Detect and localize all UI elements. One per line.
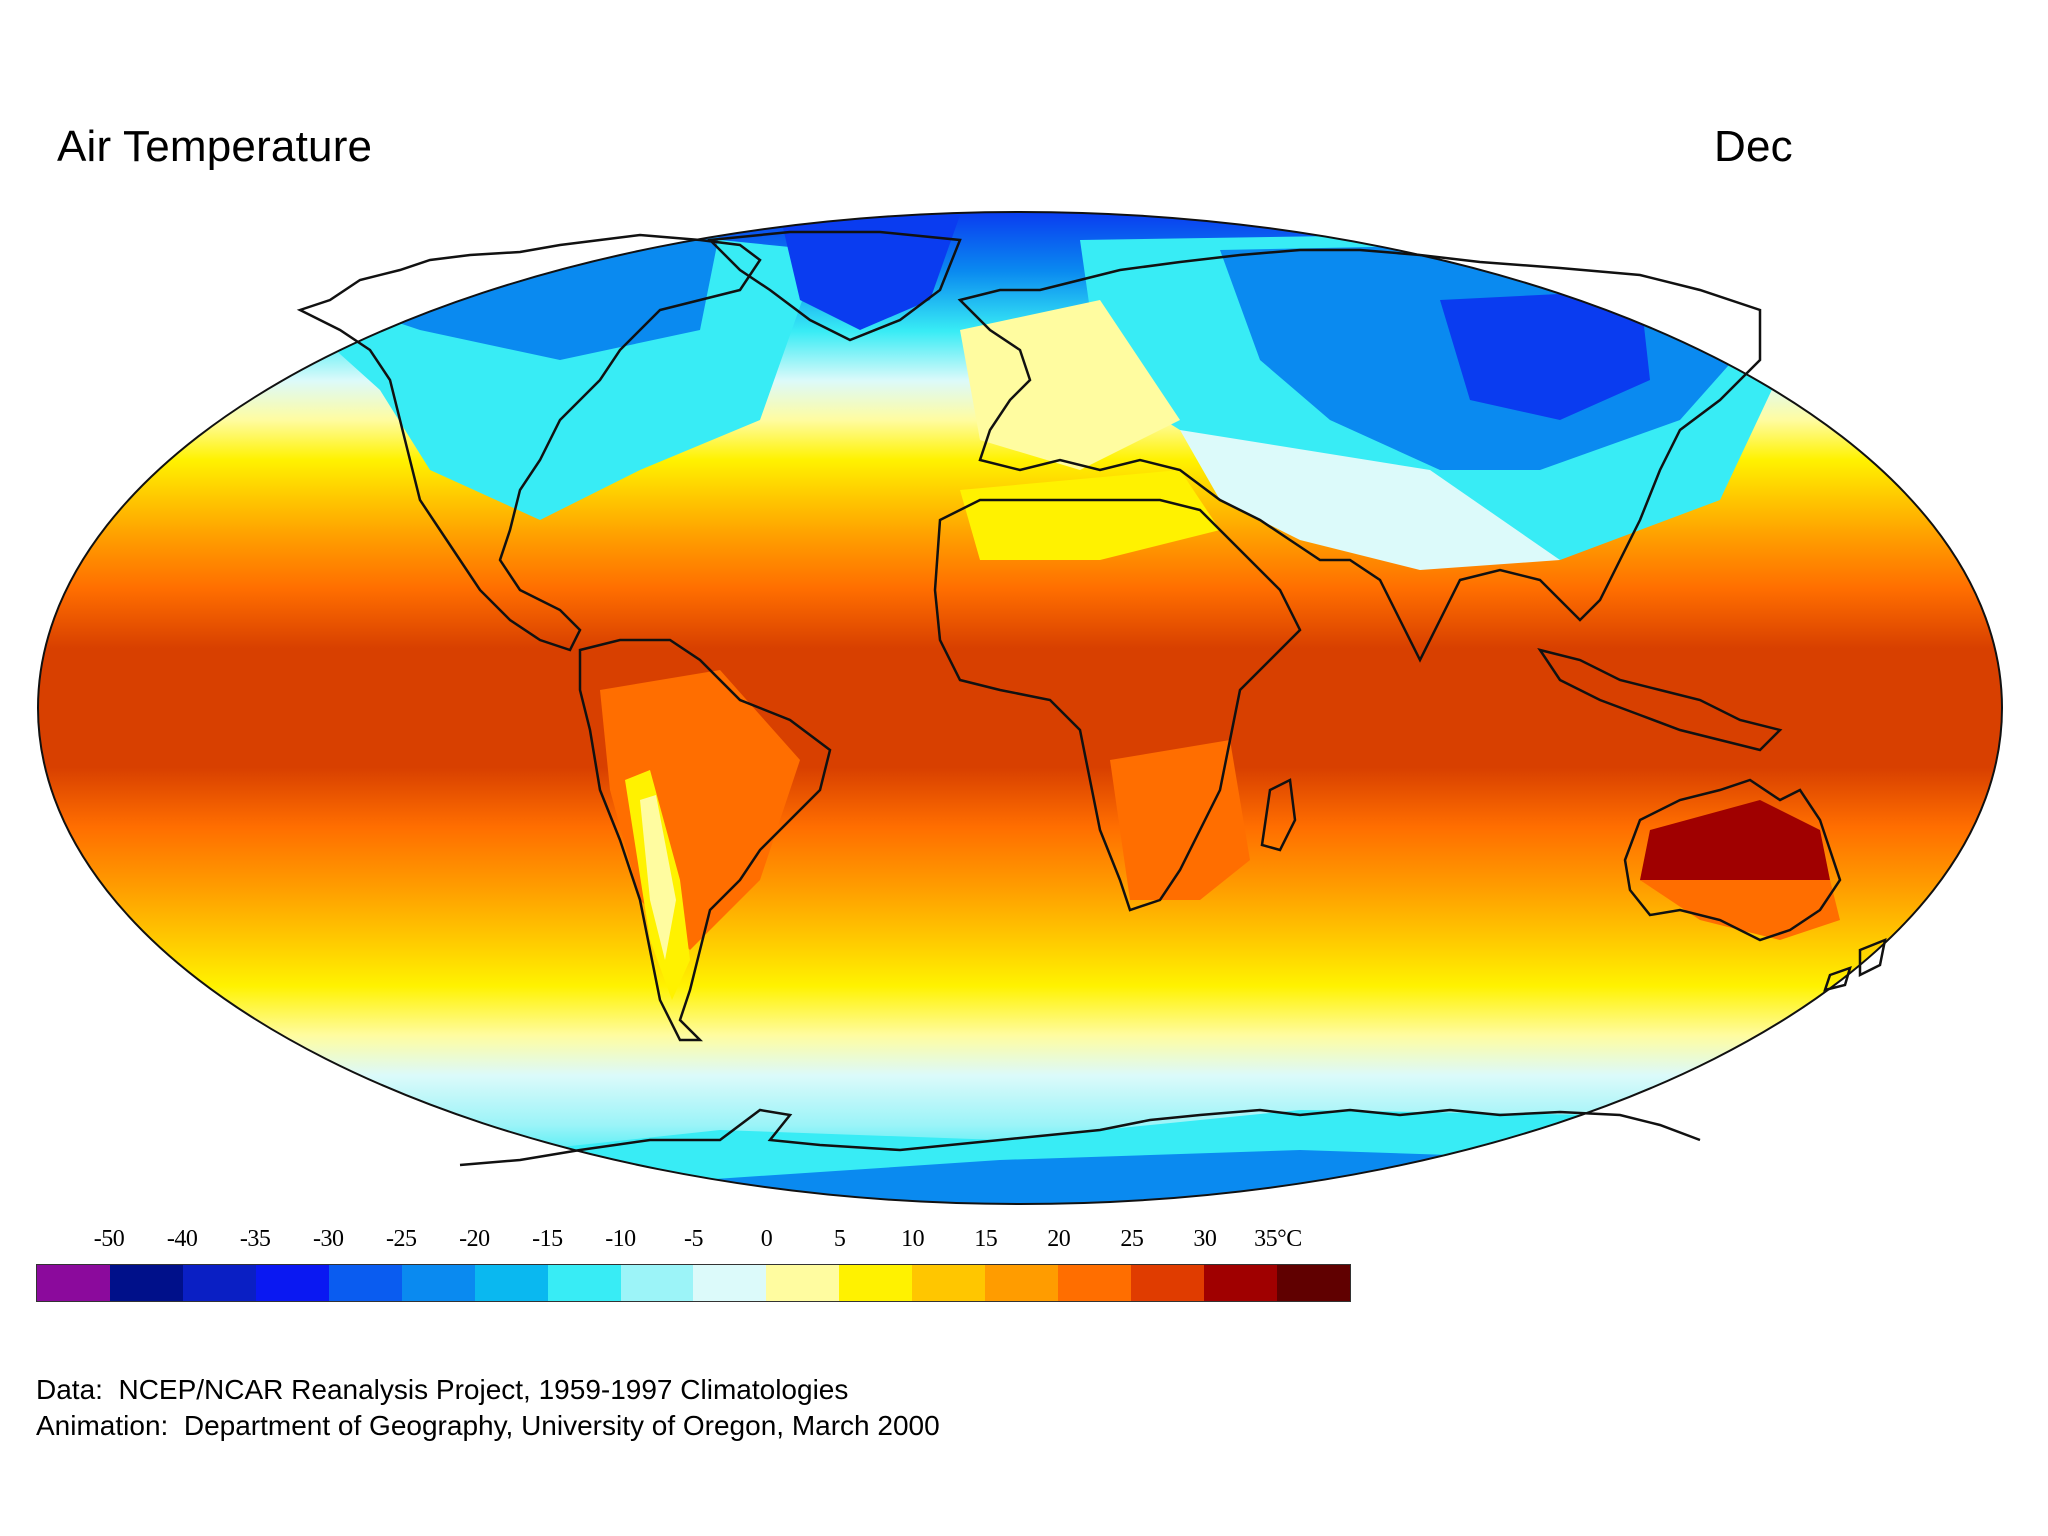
greenland-deep-cold [780, 215, 960, 330]
legend-tick-label: 20 [1047, 1226, 1071, 1252]
north-africa-warm [960, 470, 1220, 560]
legend-tick-label: 0 [760, 1226, 773, 1252]
legend-swatch [693, 1265, 767, 1301]
legend-swatch [1131, 1265, 1204, 1301]
legend-swatch [328, 1265, 402, 1301]
eurasia-coastline [957, 248, 1762, 663]
central-asia-cool [1180, 430, 1560, 570]
legend-tick-label: 5 [833, 1226, 846, 1252]
legend-swatch [1276, 1265, 1350, 1301]
legend-tick-label: -25 [386, 1226, 417, 1252]
europe-mild-zone [960, 300, 1180, 470]
legend-swatch [474, 1265, 548, 1301]
legend-swatch [182, 1265, 256, 1301]
animation-credit: Animation: Department of Geography, Univ… [36, 1410, 940, 1441]
south-america-coastline [578, 638, 832, 1042]
credits: Data: NCEP/NCAR Reanalysis Project, 1959… [36, 1372, 940, 1444]
greenland-coastline [707, 230, 962, 342]
legend-swatch [109, 1265, 183, 1301]
legend-swatch [547, 1265, 621, 1301]
legend-tick-label: 35°C [1254, 1226, 1302, 1252]
legend-tick-label: 10 [901, 1226, 925, 1252]
legend-tick-label: -40 [166, 1226, 198, 1252]
legend-swatch [839, 1265, 913, 1301]
legend-swatch [255, 1265, 329, 1301]
legend-swatch [401, 1265, 475, 1301]
month-label: Dec [1714, 122, 1793, 171]
legend-swatch [1204, 1265, 1277, 1301]
legend-tick-label: -5 [684, 1226, 704, 1252]
coastlines [296, 230, 1887, 1167]
north-america-coastline [296, 233, 762, 652]
legend-tick-label: -30 [312, 1226, 344, 1252]
andes-mild-strip [640, 795, 676, 960]
africa-coastline [933, 498, 1302, 912]
indonesia-coastline [1537, 648, 1783, 752]
legend-tick-label: -15 [532, 1226, 563, 1252]
legend-tick-label: 25 [1120, 1226, 1144, 1252]
australia-hot-core [1640, 800, 1830, 900]
madagascar-coastline [1260, 778, 1297, 852]
legend-tick-label: 30 [1193, 1226, 1217, 1252]
legend-tick-label: -50 [93, 1226, 125, 1252]
map-title: Air Temperature [57, 122, 373, 171]
legend-swatch [912, 1265, 986, 1301]
legend-tick-label: -20 [459, 1226, 490, 1252]
antarctica-coastline [459, 1108, 1701, 1167]
temperature-field [38, 212, 2002, 1204]
legend-swatch [766, 1265, 840, 1301]
legend-tick-label: -35 [239, 1226, 271, 1252]
legend-tick-label: -10 [605, 1226, 636, 1252]
legend-swatch [985, 1265, 1059, 1301]
southern-africa-interior [1110, 740, 1250, 900]
globe-outline [37, 211, 2003, 1205]
legend-swatch [620, 1265, 694, 1301]
legend-tick-labels: -50 -40 -35 -30 -25 -20 -15 -10 -5 0 5 10 15 20 25 30 35… [36, 1226, 1351, 1266]
legend-swatch [37, 1265, 110, 1301]
color-legend [36, 1264, 1351, 1302]
siberia-deep-cold [1440, 290, 1650, 420]
data-credit: Data: NCEP/NCAR Reanalysis Project, 1959… [36, 1374, 849, 1405]
new-zealand-coastline [1823, 937, 1887, 992]
australia-warm-rim [1640, 880, 1840, 940]
legend-swatch [1058, 1265, 1132, 1301]
legend-tick-label: 15 [974, 1226, 998, 1252]
australia-coastline [1623, 778, 1842, 942]
